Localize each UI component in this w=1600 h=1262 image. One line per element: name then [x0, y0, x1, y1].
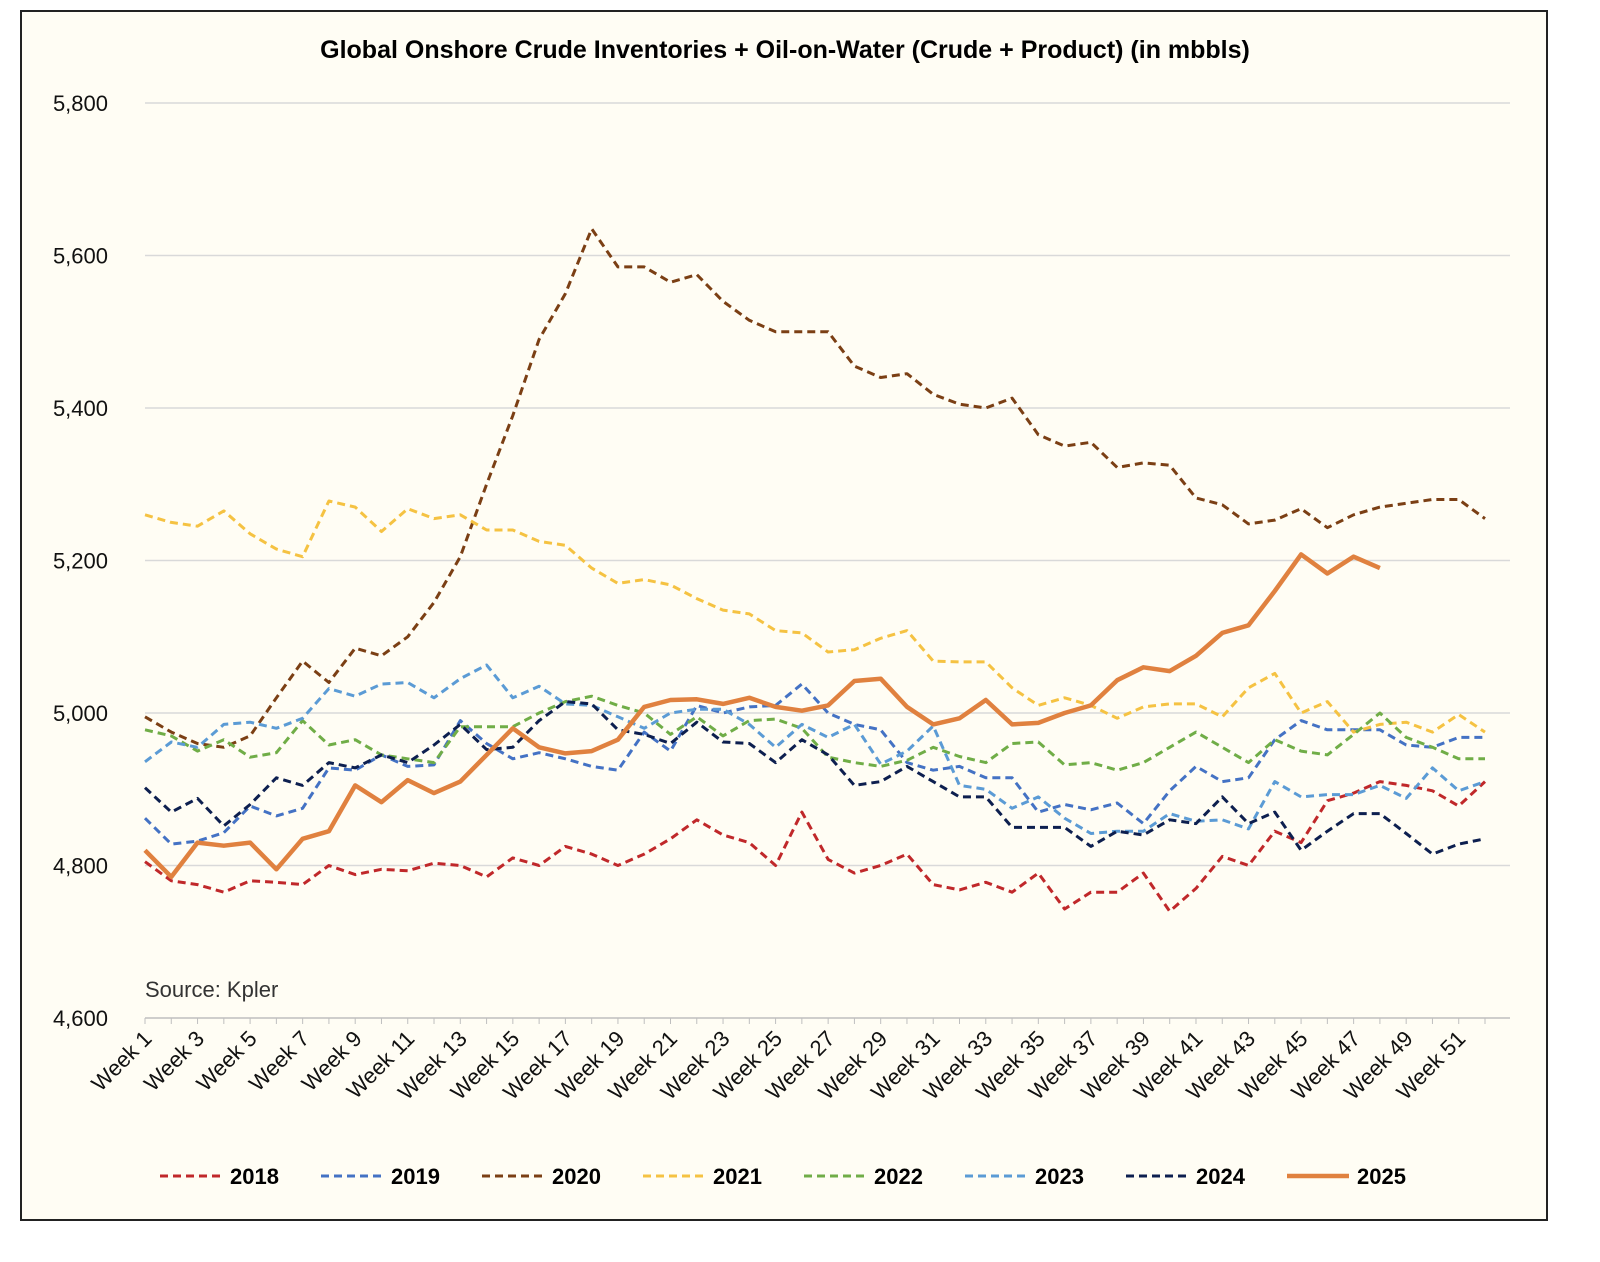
series-lines: [143, 227, 1487, 913]
series-line-2018: [144, 780, 1487, 913]
series-line-2021: [144, 499, 1486, 734]
legend-label: 2018: [230, 1164, 279, 1189]
chart-title: Global Onshore Crude Inventories + Oil-o…: [320, 36, 1250, 64]
y-tick-label: 5,200: [53, 549, 108, 574]
legend-label: 2022: [874, 1164, 923, 1189]
legend: 2018 2019 2020 2021 2022 2023 2024 2025: [160, 1164, 1406, 1189]
series-line-2024: [143, 700, 1486, 856]
y-tick-label: 5,000: [53, 701, 108, 726]
source-note: Source: Kpler: [145, 977, 278, 1002]
chart-frame: [20, 10, 1548, 1221]
y-tick-label: 4,800: [53, 854, 108, 879]
series-line-2020: [144, 227, 1486, 749]
legend-label: 2020: [552, 1164, 601, 1189]
series-line-2023: [144, 663, 1486, 835]
y-axis: 4,600 4,800 5,000 5,200 5,400 5,600 5,800: [53, 91, 108, 1031]
series-line-2025: [143, 552, 1381, 880]
legend-label: 2021: [713, 1164, 762, 1189]
legend-label: 2024: [1196, 1164, 1246, 1189]
series-line-2022: [144, 694, 1485, 772]
y-tick-label: 5,600: [53, 244, 108, 269]
y-tick-label: 5,800: [53, 91, 108, 116]
legend-label: 2023: [1035, 1164, 1084, 1189]
y-tick-label: 5,400: [53, 396, 108, 421]
legend-label: 2019: [391, 1164, 440, 1189]
y-tick-label: 4,600: [53, 1006, 108, 1031]
gridlines: [145, 102, 1510, 867]
legend-label: 2025: [1357, 1164, 1406, 1189]
